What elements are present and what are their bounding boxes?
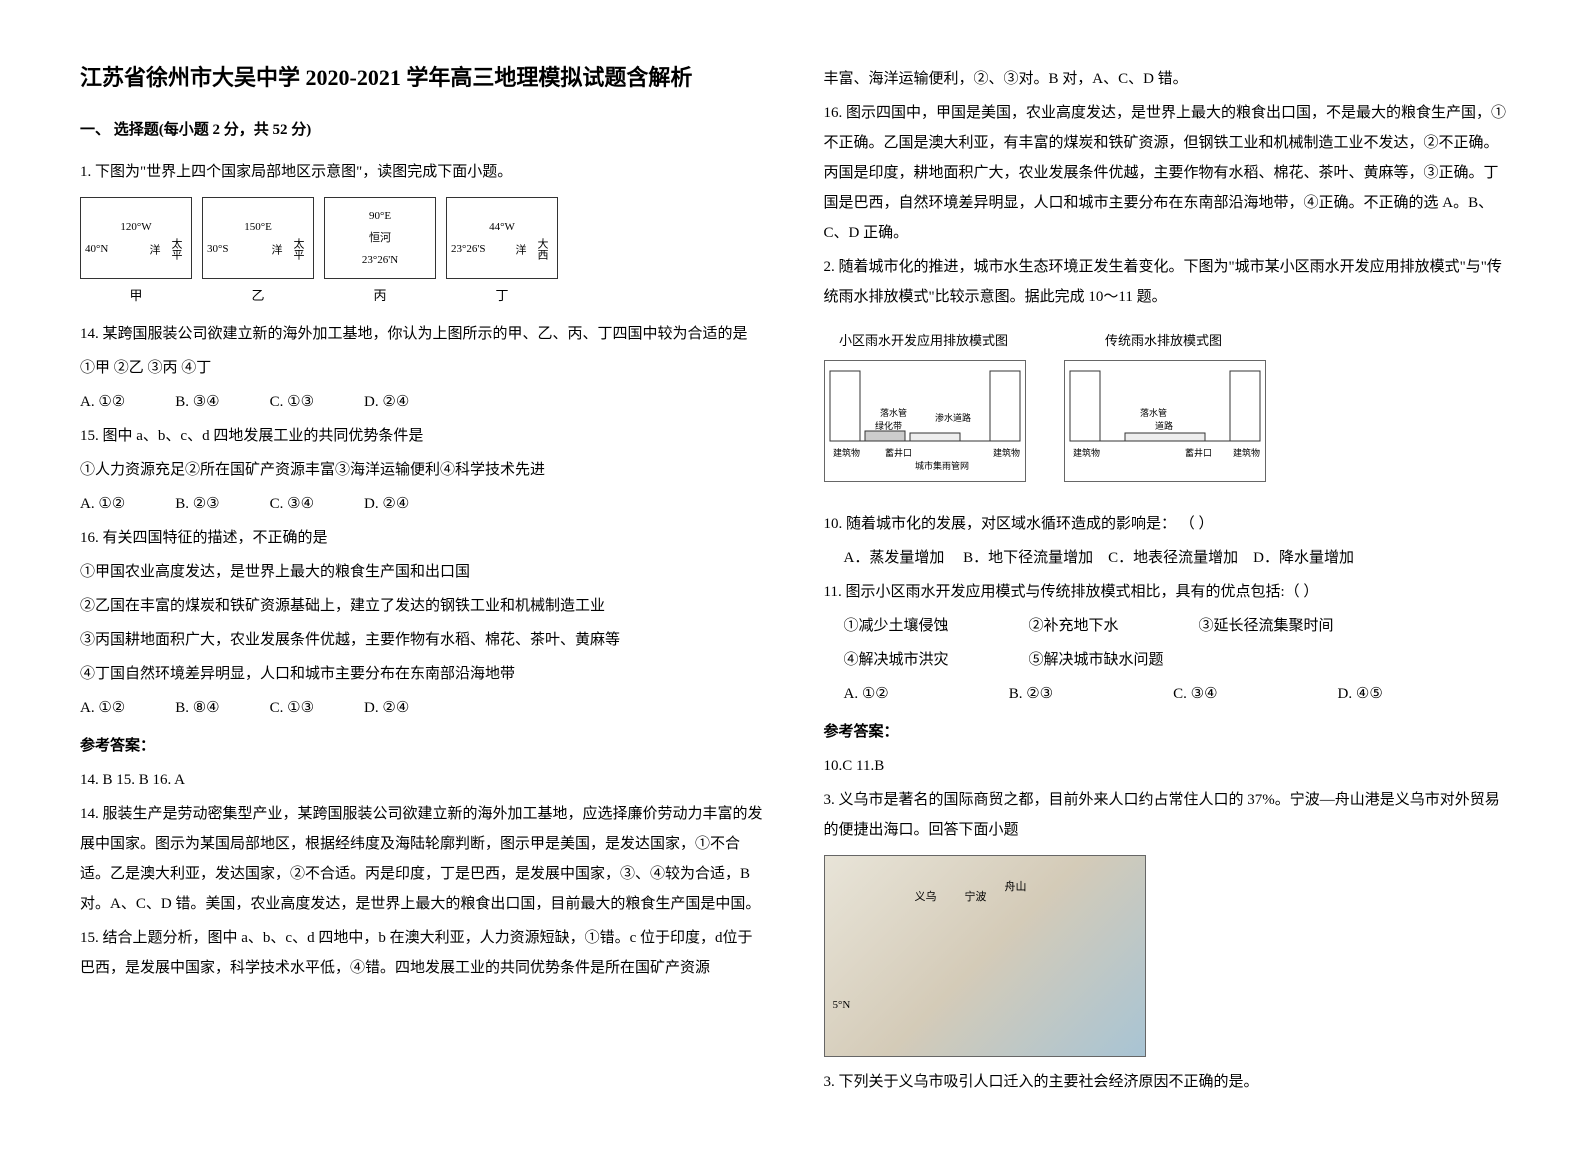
q2-intro: 2. 随着城市化的推进，城市水生态环境正发生着变化。下图为"城市某小区雨水开发应… — [824, 252, 1508, 312]
svg-text:落水管: 落水管 — [1140, 407, 1167, 418]
answer-label-2: 参考答案： — [824, 717, 1508, 747]
q11-stem: 11. 图示小区雨水开发应用模式与传统排放模式相比，具有的优点包括:（ ） — [824, 577, 1508, 607]
q16-stem: 16. 有关四国特征的描述，不正确的是 — [80, 523, 764, 553]
svg-text:蓄井口: 蓄井口 — [885, 447, 912, 458]
q15-options: A. ①② B. ②③ C. ③④ D. ②④ — [80, 489, 764, 519]
q14-stem: 14. 某跨国服装公司欲建立新的海外加工基地，你认为上图所示的甲、乙、丙、丁四国… — [80, 319, 764, 349]
answer-line-1: 14. B 15. B 16. A — [80, 765, 764, 795]
svg-text:落水管: 落水管 — [880, 407, 907, 418]
q11-choices-row1: ①减少土壤侵蚀 ②补充地下水 ③延长径流集聚时间 — [844, 611, 1508, 641]
q3-intro: 3. 义乌市是著名的国际商贸之都，目前外来人口约占常住人口的 37%。宁波—舟山… — [824, 785, 1508, 845]
four-maps-diagram: 120°W 40°N 太平洋 甲 150°E 30°S 太平洋 乙 90°E 恒 — [80, 197, 764, 309]
drain-right-svg: 落水管 道路 建筑物 蓄井口 建筑物 — [1064, 360, 1266, 482]
right-column: 丰富、海洋运输便利，②、③对。B 对，A、C、D 错。 16. 图示四国中，甲国… — [824, 60, 1508, 1101]
svg-text:蓄井口: 蓄井口 — [1185, 447, 1212, 458]
q11-options: A. ①② B. ②③ C. ③④ D. ④⑤ — [844, 679, 1508, 709]
q16-l3: ③丙国耕地面积广大，农业发展条件优越，主要作物有水稻、棉花、茶叶、黄麻等 — [80, 625, 764, 655]
drain-left-svg: 落水管 绿化带 渗水道路 建筑物 蓄井口 城市集雨管网 建筑物 — [824, 360, 1026, 482]
yiwu-map: 5°N 义乌 宁波 舟山 — [824, 855, 1146, 1057]
q1-intro: 1. 下图为"世界上四个国家局部地区示意图"，读图完成下面小题。 — [80, 157, 764, 187]
q16-l2: ②乙国在丰富的煤炭和铁矿资源基础上，建立了发达的钢铁工业和机械制造工业 — [80, 591, 764, 621]
map-yi: 150°E 30°S 太平洋 — [202, 197, 314, 279]
q14-choices: ①甲 ②乙 ③丙 ④丁 — [80, 353, 764, 383]
q16-options: A. ①② B. ⑧④ C. ①③ D. ②④ — [80, 693, 764, 723]
svg-text:道路: 道路 — [1155, 420, 1173, 431]
section-header: 一、 选择题(每小题 2 分，共 52 分) — [80, 115, 764, 145]
svg-text:建筑物: 建筑物 — [833, 447, 860, 458]
svg-text:建筑物: 建筑物 — [1233, 447, 1260, 458]
q14-options: A. ①② B. ③④ C. ①③ D. ②④ — [80, 387, 764, 417]
explanation-16: 16. 图示四国中，甲国是美国，农业高度发达，是世界上最大的粮食出口国，不是最大… — [824, 98, 1508, 248]
q3-stem: 3. 下列关于义乌市吸引人口迁入的主要社会经济原因不正确的是。 — [824, 1067, 1508, 1097]
left-column: 江苏省徐州市大吴中学 2020-2021 学年高三地理模拟试题含解析 一、 选择… — [80, 60, 764, 1101]
svg-text:建筑物: 建筑物 — [993, 447, 1020, 458]
svg-text:城市集雨管网: 城市集雨管网 — [915, 460, 969, 471]
map-ding: 44°W 23°26'S 大西洋 — [446, 197, 558, 279]
map-bing: 90°E 恒河 23°26'N — [324, 197, 436, 279]
svg-text:绿化带: 绿化带 — [875, 420, 902, 431]
q15-line2: ①人力资源充足②所在国矿产资源丰富③海洋运输便利④科学技术先进 — [80, 455, 764, 485]
q16-l4: ④丁国自然环境差异明显，人口和城市主要分布在东南部沿海地带 — [80, 659, 764, 689]
q15-stem: 15. 图中 a、b、c、d 四地发展工业的共同优势条件是 — [80, 421, 764, 451]
q10-options: A．蒸发量增加 B．地下径流量增加 C．地表径流量增加 D．降水量增加 — [844, 543, 1508, 573]
explanation-15: 15. 结合上题分析，图中 a、b、c、d 四地中，b 在澳大利亚，人力资源短缺… — [80, 923, 764, 983]
explanation-14: 14. 服装生产是劳动密集型产业，某跨国服装公司欲建立新的海外加工基地，应选择廉… — [80, 799, 764, 919]
q16-l1: ①甲国农业高度发达，是世界上最大的粮食生产国和出口国 — [80, 557, 764, 587]
explanation-15-cont: 丰富、海洋运输便利，②、③对。B 对，A、C、D 错。 — [824, 64, 1508, 94]
q11-choices-row2: ④解决城市洪灾 ⑤解决城市缺水问题 — [844, 645, 1508, 675]
answer-line-2: 10.C 11.B — [824, 751, 1508, 781]
svg-text:建筑物: 建筑物 — [1073, 447, 1100, 458]
drain-right-title: 传统雨水排放模式图 — [1064, 328, 1264, 354]
document-title: 江苏省徐州市大吴中学 2020-2021 学年高三地理模拟试题含解析 — [80, 60, 764, 95]
answer-label-1: 参考答案： — [80, 731, 764, 761]
drainage-diagram: 小区雨水开发应用排放模式图 落水管 绿化带 渗水道路 建筑物 蓄井口 城市集雨管… — [824, 328, 1508, 493]
q10-stem: 10. 随着城市化的发展，对区域水循环造成的影响是： （ ） — [824, 509, 1508, 539]
drain-left-title: 小区雨水开发应用排放模式图 — [824, 328, 1024, 354]
map-jia: 120°W 40°N 太平洋 — [80, 197, 192, 279]
svg-text:渗水道路: 渗水道路 — [935, 412, 971, 423]
